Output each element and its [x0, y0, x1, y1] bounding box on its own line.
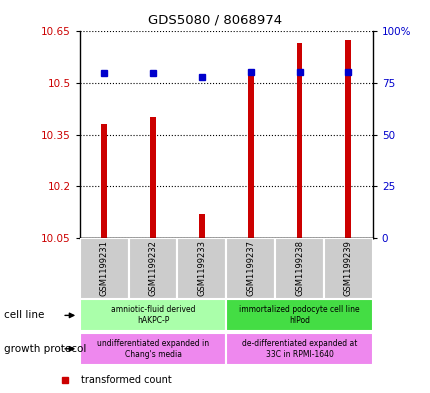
Text: GSM1199232: GSM1199232: [148, 240, 157, 296]
Bar: [247, 73, 253, 238]
Text: GSM1199237: GSM1199237: [246, 240, 255, 296]
Text: growth protocol: growth protocol: [4, 344, 86, 354]
Text: GSM1199233: GSM1199233: [197, 240, 206, 296]
Text: GSM1199231: GSM1199231: [99, 240, 108, 296]
Text: GSM1199239: GSM1199239: [343, 240, 352, 296]
FancyBboxPatch shape: [80, 238, 128, 299]
Text: undifferentiated expanded in
Chang's media: undifferentiated expanded in Chang's med…: [97, 339, 209, 359]
FancyBboxPatch shape: [323, 238, 372, 299]
Text: de-differentiated expanded at
33C in RPMI-1640: de-differentiated expanded at 33C in RPM…: [241, 339, 356, 359]
FancyBboxPatch shape: [226, 299, 372, 331]
FancyBboxPatch shape: [226, 333, 372, 365]
FancyBboxPatch shape: [80, 333, 226, 365]
Text: transformed count: transformed count: [81, 375, 171, 386]
FancyBboxPatch shape: [226, 238, 274, 299]
Text: cell line: cell line: [4, 310, 45, 320]
FancyBboxPatch shape: [128, 238, 177, 299]
Text: GSM1199238: GSM1199238: [295, 240, 303, 296]
Text: amniotic-fluid derived
hAKPC-P: amniotic-fluid derived hAKPC-P: [111, 305, 195, 325]
Bar: [199, 214, 204, 238]
Bar: [345, 40, 350, 238]
Text: immortalized podocyte cell line
hIPod: immortalized podocyte cell line hIPod: [239, 305, 359, 325]
Bar: [150, 118, 156, 238]
FancyBboxPatch shape: [274, 238, 323, 299]
Text: GDS5080 / 8068974: GDS5080 / 8068974: [148, 14, 282, 27]
FancyBboxPatch shape: [177, 238, 226, 299]
Bar: [296, 44, 302, 238]
Bar: [101, 124, 107, 238]
FancyBboxPatch shape: [80, 299, 226, 331]
